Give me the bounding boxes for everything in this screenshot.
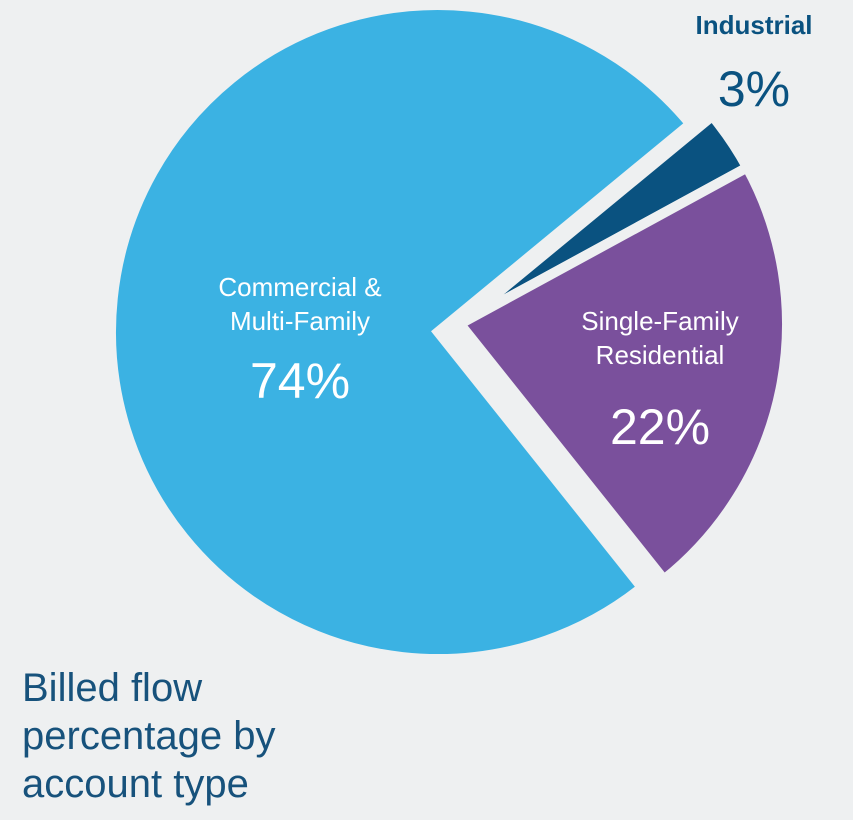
slice-label-commercial-multi-family-line-2: Multi-Family: [230, 306, 370, 336]
slice-label-single-family-residential-line-1: Single-Family: [581, 306, 739, 336]
slice-value-single-family-residential: 22%: [610, 399, 710, 455]
chart-title-line-3: account type: [22, 762, 249, 806]
slice-label-commercial-multi-family-line-1: Commercial &: [218, 272, 381, 302]
chart-title-line-2: percentage by: [22, 714, 276, 758]
chart-title: Billed flow percentage by account type: [22, 664, 422, 808]
slice-value-industrial: 3%: [718, 61, 790, 117]
slice-label-single-family-residential-line-2: Residential: [596, 340, 725, 370]
slice-label-industrial-line-1: Industrial: [695, 10, 812, 40]
chart-title-line-1: Billed flow: [22, 666, 203, 710]
pie-slice-single-family-residential: [452, 160, 792, 587]
pie-slice-commercial-multi-family: [106, 0, 698, 664]
slice-value-commercial-multi-family: 74%: [250, 353, 350, 409]
